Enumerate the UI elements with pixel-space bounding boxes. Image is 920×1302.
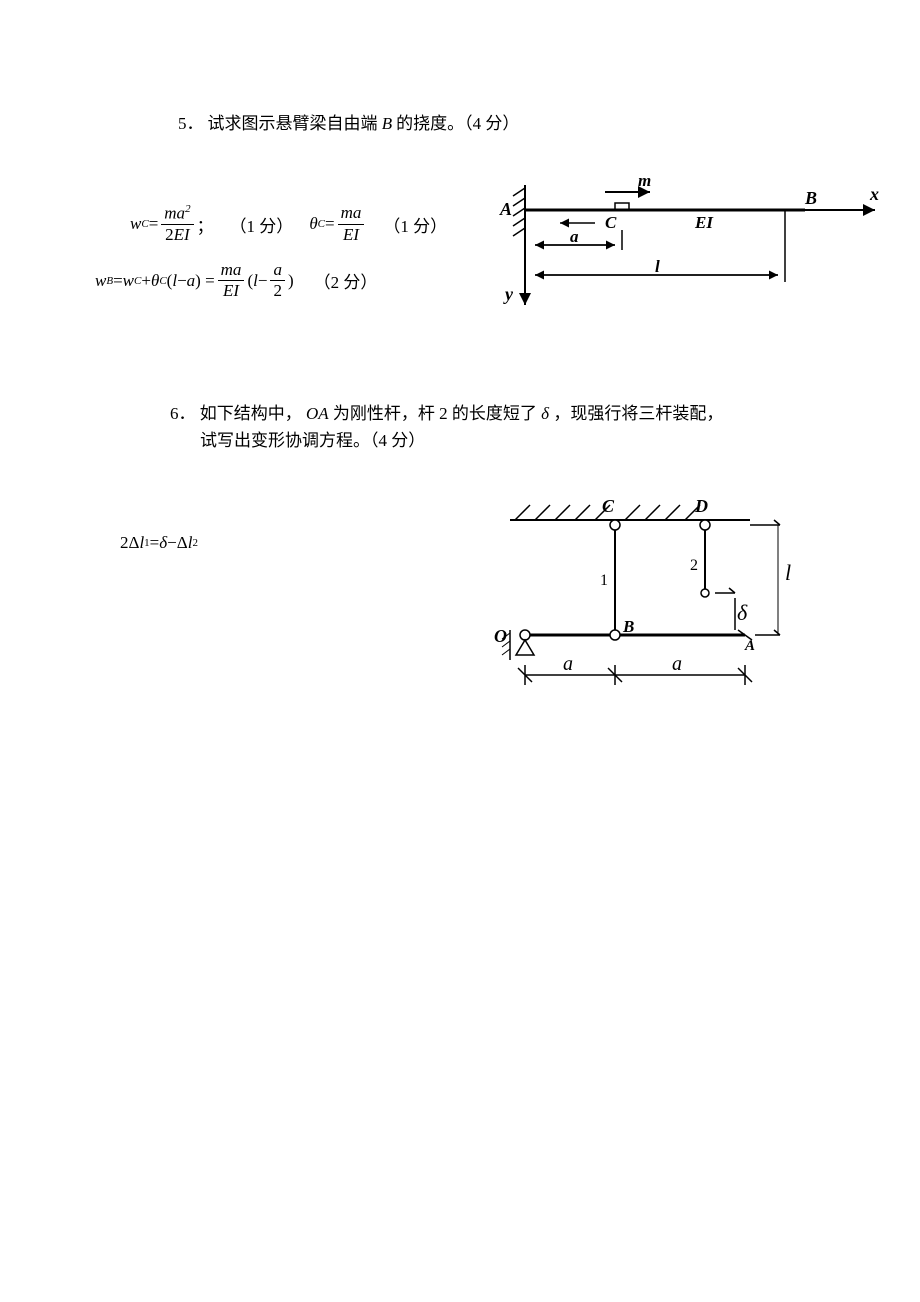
- wB-num: ma: [218, 260, 245, 281]
- label-O: O: [494, 626, 507, 646]
- wB-pr: ) =: [195, 271, 215, 291]
- pin-C: [610, 520, 620, 530]
- label-A2: A: [744, 638, 755, 654]
- problem-5-diagram: A B C m EI x y a l: [495, 170, 895, 325]
- problem-5-eq-row1: w C = ma2 2EI ； （1 分） θ C = ma EI （1 分）: [130, 195, 447, 253]
- wB-a: a: [187, 271, 196, 291]
- label-a2: a: [672, 653, 682, 675]
- thetaC-sub: C: [318, 218, 325, 230]
- wB-frac2: a 2: [270, 260, 285, 302]
- problem-5-number: 5．: [178, 114, 204, 133]
- label-l: l: [655, 257, 660, 276]
- truss-svg: C D O B A 1 2 a a l δ: [480, 490, 830, 720]
- wC-num: ma: [164, 204, 185, 223]
- thetaC-frac: ma EI: [338, 203, 365, 245]
- wB-m2v: θ: [151, 271, 159, 291]
- wB-frac: ma EI: [218, 260, 245, 302]
- problem-5-statement: 5． 试求图示悬臂梁自由端 B 的挠度。（4 分）: [178, 110, 519, 137]
- wB-var: w: [95, 271, 106, 291]
- problem-6-diagram: C D O B A 1 2 a a l δ: [480, 490, 830, 725]
- label-m: m: [638, 171, 651, 190]
- wC-den-c: 2: [165, 225, 174, 244]
- problem-6-statement: 6． 如下结构中， OA 为刚性杆，杆 2 的长度短了 δ ，现强行将三杆装配，…: [170, 400, 810, 454]
- wC-frac: ma2 2EI: [161, 203, 193, 245]
- label-1: 1: [600, 572, 608, 589]
- problem-5-text-before: 试求图示悬臂梁自由端: [208, 114, 382, 133]
- wC-eq: =: [149, 214, 159, 234]
- wC-semi: ；: [197, 212, 214, 237]
- label-l2: l: [785, 560, 791, 585]
- thetaC-var: θ: [309, 214, 317, 234]
- wB-m2s: C: [159, 275, 166, 287]
- p6e-s2: 2: [192, 537, 198, 549]
- wB-f2n: a: [270, 260, 285, 281]
- wC-var: w: [130, 214, 141, 234]
- wB-p2r: ): [288, 271, 294, 291]
- wB-points: （2 分）: [314, 268, 378, 293]
- wB-plus: +: [141, 271, 151, 291]
- thetaC-num: ma: [338, 203, 365, 224]
- wC-den-v: EI: [174, 225, 190, 244]
- label-C: C: [605, 213, 617, 232]
- wC-sub: C: [141, 218, 148, 230]
- problem-5-text-after: 的挠度。（4 分）: [396, 114, 519, 133]
- p6e-ds: δ: [159, 533, 167, 553]
- p6e-eq: =: [150, 533, 160, 553]
- wB-sub: B: [106, 275, 113, 287]
- wC-num-sup: 2: [185, 203, 191, 215]
- pin-O: [520, 630, 530, 640]
- label-2: 2: [690, 557, 698, 574]
- p6-delta: δ: [541, 404, 549, 423]
- p6e-m: −: [167, 533, 177, 553]
- wB-minus2: −: [258, 271, 268, 291]
- label-A: A: [499, 199, 512, 219]
- label-EI: EI: [694, 213, 714, 232]
- p6e-d1: Δ: [129, 533, 140, 553]
- thetaC-points: （1 分）: [383, 212, 447, 237]
- label-B: B: [804, 188, 817, 208]
- thetaC-den: EI: [340, 225, 362, 245]
- wB-f2d: 2: [270, 281, 285, 301]
- thetaC-eq: =: [325, 214, 335, 234]
- pin-D: [700, 520, 710, 530]
- label-x: x: [869, 184, 879, 204]
- p6-line2: 试写出变形协调方程。（4 分）: [200, 431, 425, 450]
- problem-5-eq-row2: w B = w C + θ C ( l − a ) = ma EI ( l − …: [95, 252, 377, 310]
- label-D: D: [694, 496, 708, 516]
- wB-minus: −: [177, 271, 187, 291]
- wC-points: （1 分）: [230, 212, 294, 237]
- label-B2: B: [622, 617, 634, 636]
- p6-t2: 为刚性杆，杆 2 的长度短了: [333, 404, 537, 423]
- p6e-2: 2: [120, 533, 129, 553]
- p6-t3: ，现强行将三杆装配，: [553, 404, 723, 423]
- label-delta: δ: [737, 600, 748, 625]
- wB-m1v: w: [123, 271, 134, 291]
- pin-B: [610, 630, 620, 640]
- beam-svg: A B C m EI x y a l: [495, 170, 895, 320]
- wB-m1s: C: [134, 275, 141, 287]
- label-a1: a: [563, 653, 573, 675]
- problem-5-B: B: [382, 114, 392, 133]
- label-y: y: [503, 284, 514, 304]
- p6-OA: OA: [306, 404, 329, 423]
- label-C2: C: [602, 496, 615, 516]
- p6-number: 6．: [170, 404, 196, 423]
- wB-den: EI: [220, 281, 242, 301]
- problem-6-equation: 2 Δ l 1 = δ − Δ l 2: [120, 525, 198, 561]
- label-a: a: [570, 227, 579, 246]
- p6e-d2: Δ: [177, 533, 188, 553]
- p6-t1: 如下结构中，: [200, 404, 302, 423]
